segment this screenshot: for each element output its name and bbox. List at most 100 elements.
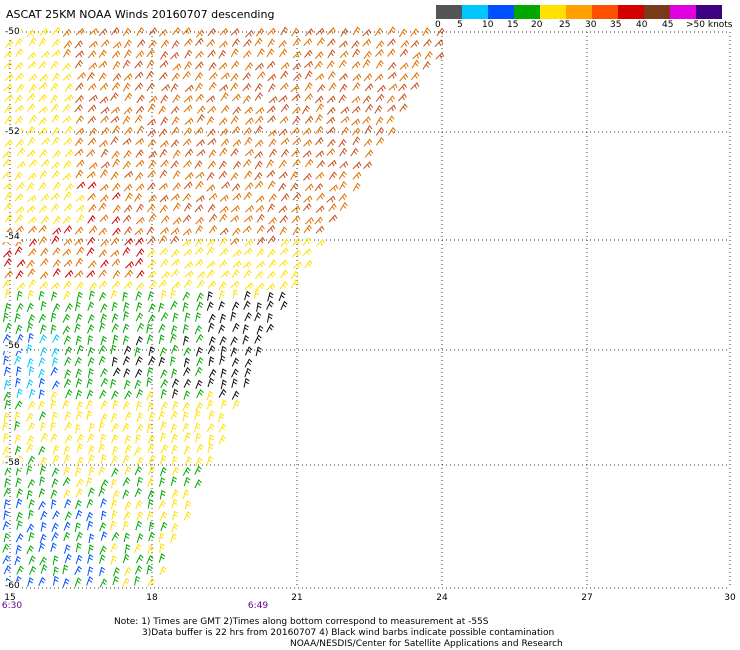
wind-barb — [184, 432, 191, 442]
wind-barb — [230, 347, 238, 357]
wind-barb — [269, 148, 278, 158]
wind-barb — [136, 39, 146, 48]
wind-barb — [303, 195, 313, 203]
wind-barb — [14, 193, 24, 202]
wind-barb — [39, 334, 47, 344]
lat-label-54: -54 — [4, 232, 21, 242]
wind-barb — [135, 434, 141, 444]
wind-barb — [146, 323, 152, 334]
wind-barb — [172, 169, 181, 179]
wind-barb — [159, 511, 168, 521]
wind-barb — [171, 444, 178, 455]
wind-barb — [314, 60, 323, 70]
wind-barb — [146, 564, 153, 575]
wind-barb — [98, 28, 108, 37]
wind-barb — [16, 259, 26, 268]
wind-barb — [88, 62, 98, 70]
wind-barb — [304, 216, 314, 225]
wind-barb — [3, 182, 12, 191]
wind-barb — [160, 454, 167, 465]
wind-barb — [148, 150, 158, 159]
wind-barb — [338, 94, 347, 104]
wind-barb — [64, 302, 73, 313]
wind-barb — [51, 114, 60, 123]
wind-barb — [170, 410, 178, 420]
wind-barb — [3, 83, 13, 92]
wind-barb — [136, 400, 143, 411]
wind-barb — [40, 258, 49, 267]
wind-barb — [89, 281, 98, 291]
wind-barb — [112, 367, 121, 377]
wind-barb — [27, 194, 37, 203]
wind-barb — [278, 39, 287, 49]
wind-barb — [110, 237, 120, 246]
wind-barb — [161, 401, 169, 411]
wind-barb — [424, 51, 433, 60]
wind-barb — [86, 576, 94, 586]
wind-barb — [185, 456, 192, 466]
wind-barb — [182, 70, 191, 80]
wind-barb — [88, 225, 98, 234]
wind-barb — [98, 227, 108, 236]
wind-barb — [3, 487, 11, 497]
wind-barb — [62, 564, 69, 575]
wind-barb — [110, 106, 120, 114]
wind-barb — [171, 523, 179, 533]
wind-barb — [2, 543, 10, 553]
wind-barb — [122, 246, 131, 256]
wind-barb — [52, 555, 59, 566]
wind-barb — [231, 93, 241, 102]
wind-barb — [290, 270, 299, 280]
wind-barb — [291, 205, 301, 213]
wind-barb — [63, 445, 71, 456]
wind-barb — [63, 335, 71, 345]
wind-barb — [206, 423, 215, 433]
wind-barb — [160, 215, 170, 224]
wind-barb — [195, 194, 205, 203]
wind-barb — [134, 543, 142, 553]
wind-barb — [148, 213, 157, 222]
wind-barb — [364, 83, 374, 92]
wind-barb — [148, 95, 158, 104]
wind-barb — [112, 489, 120, 500]
wind-barb — [254, 288, 260, 299]
wind-barb — [100, 148, 109, 158]
wind-barb — [170, 235, 179, 245]
wind-barb — [147, 291, 155, 301]
wind-barb — [362, 95, 372, 104]
wind-barb — [111, 150, 120, 159]
wind-barb — [4, 399, 11, 410]
wind-barb — [75, 509, 83, 520]
wind-barb — [254, 171, 263, 181]
wind-barb — [292, 158, 301, 168]
wind-barb — [244, 346, 253, 356]
wind-barb — [196, 388, 204, 399]
wind-barb — [280, 70, 289, 80]
wind-barb — [40, 521, 47, 532]
wind-barb — [316, 160, 326, 169]
wind-barb — [51, 531, 59, 542]
wind-barb — [50, 489, 58, 499]
wind-barb — [100, 498, 107, 508]
wind-barb — [38, 487, 46, 498]
wind-barb — [196, 292, 204, 302]
wind-barb — [327, 138, 336, 148]
wind-barb — [292, 226, 301, 236]
wind-barb — [134, 487, 142, 497]
wind-barb — [2, 150, 12, 159]
colorbar-swatch — [514, 5, 540, 19]
wind-barb — [328, 82, 337, 92]
wind-barb — [40, 50, 50, 59]
wind-barb — [124, 543, 131, 554]
wind-barb — [88, 162, 98, 170]
wind-barb — [170, 423, 178, 433]
wind-barb — [172, 26, 181, 36]
wind-barb — [184, 261, 194, 269]
wind-barb — [182, 138, 192, 147]
wind-barb — [77, 456, 84, 467]
wind-barb — [279, 48, 288, 58]
wind-barb — [195, 216, 204, 225]
wind-barb — [112, 191, 121, 200]
wind-barb — [328, 203, 337, 212]
wind-barb — [207, 27, 217, 37]
